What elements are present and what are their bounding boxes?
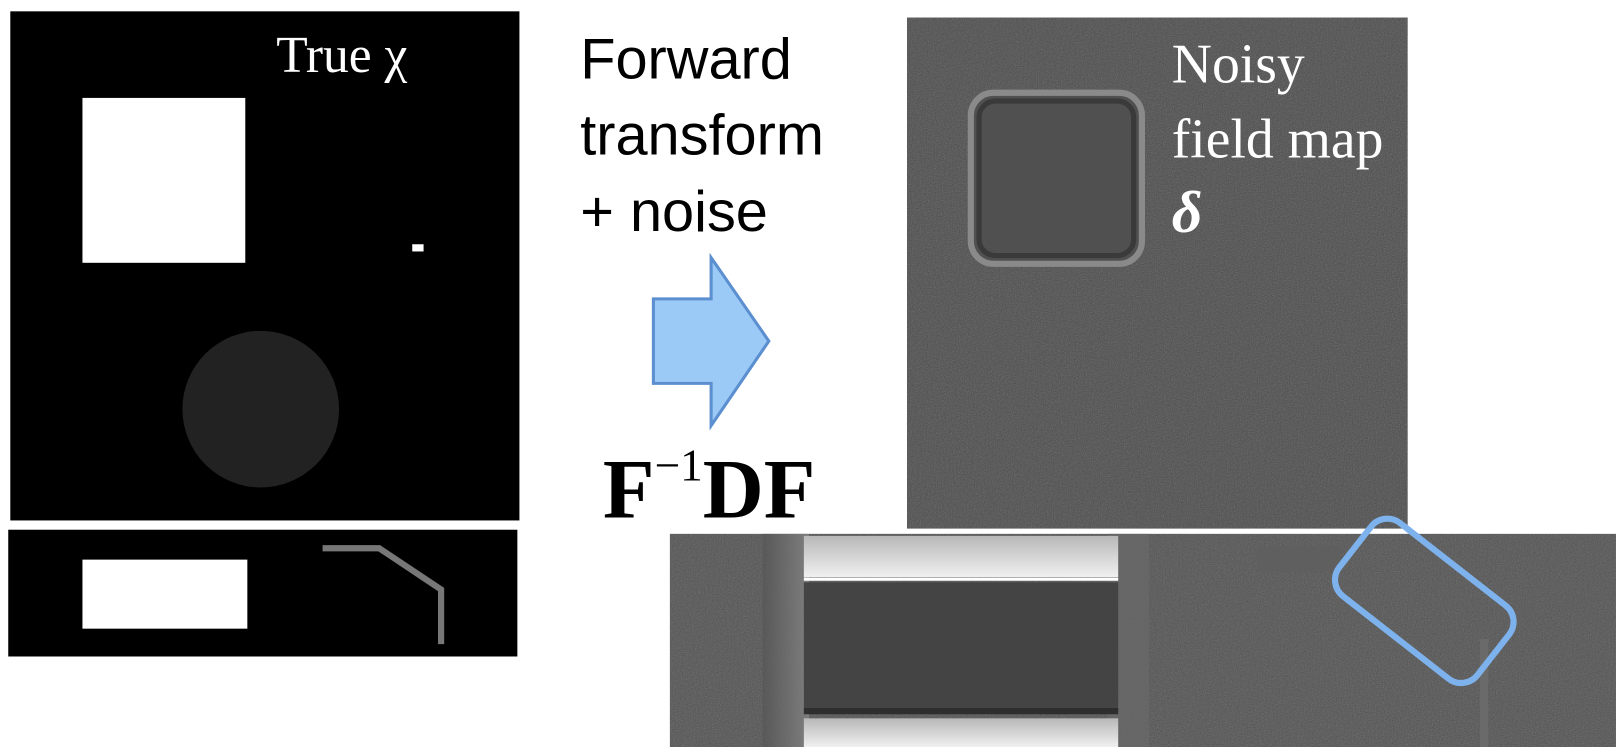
square <box>82 98 245 263</box>
page: True χ Forward transform + noise F−1DF N… <box>0 0 1616 747</box>
operator-rest: DF <box>703 443 816 536</box>
process-line: Forward <box>580 27 792 91</box>
zoom-feature <box>1257 546 1339 572</box>
process-line: + noise <box>580 180 768 244</box>
zoom-band <box>804 536 1118 577</box>
arrow <box>653 258 768 426</box>
operator-base: F <box>603 443 655 536</box>
process-line: transform <box>580 104 824 168</box>
dot <box>412 244 423 251</box>
noisy-map-label: Noisy <box>1172 33 1305 95</box>
zoom-edge <box>763 534 809 747</box>
operator-superscript: −1 <box>655 440 703 490</box>
figure: True χ Forward transform + noise F−1DF N… <box>0 0 1616 747</box>
operator: F−1DF <box>603 440 815 536</box>
noisy-map-label: field map <box>1172 109 1384 171</box>
noisy-map-label: δ <box>1172 179 1203 245</box>
true-chi-label: True χ <box>276 27 407 84</box>
zoom-band <box>804 718 1118 747</box>
figure-content: True χ Forward transform + noise F−1DF N… <box>8 11 1616 747</box>
noisy-map: Noisy field map δ <box>907 18 1408 529</box>
zoom-panel <box>670 510 1616 747</box>
strip-rect <box>82 560 247 629</box>
zoom-interior <box>804 582 1118 711</box>
noisy-square <box>971 93 1142 264</box>
circle <box>182 331 339 488</box>
